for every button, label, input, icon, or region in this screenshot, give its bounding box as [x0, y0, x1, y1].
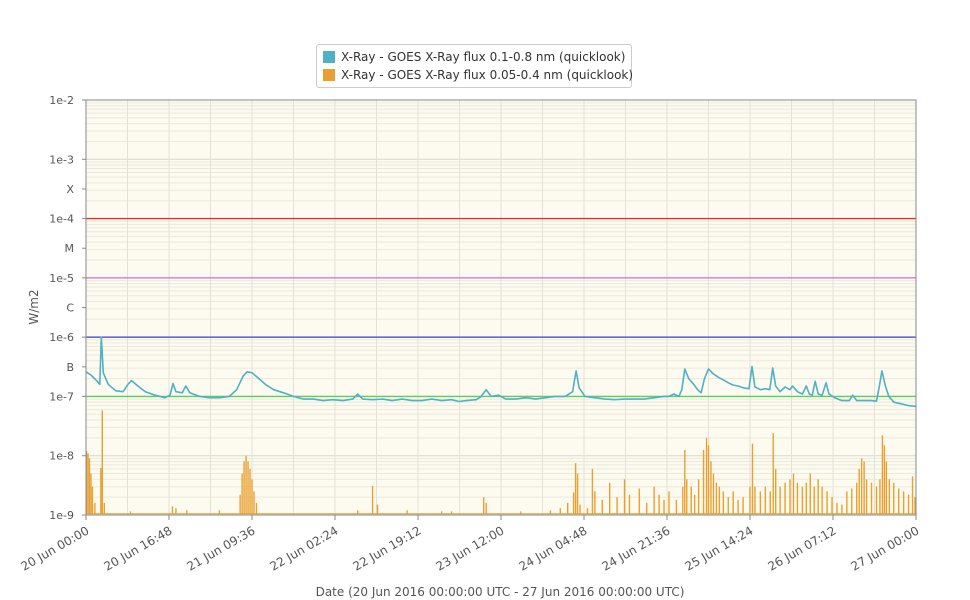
- x-tick-label: 26 Jun 07:12: [765, 523, 838, 573]
- y-tick-labels: 1e-2 1e-3 X 1e-4 M 1e-5 C 1e-6 B 1e-7 1e-8 1e-9: [49, 94, 86, 522]
- x-tick-label: 21 Jun 09:36: [184, 523, 257, 573]
- series-long-band-line: [85, 336, 917, 408]
- x-tick-label: 22 Jun 19:12: [350, 523, 423, 573]
- y-tick-label: 1e-7: [49, 390, 74, 403]
- x-tick-label: 27 Jun 00:00: [848, 523, 921, 573]
- y-tick-label: 1e-2: [49, 94, 74, 107]
- y-tick-label: B: [66, 361, 74, 374]
- legend-item-long-band[interactable]: X-Ray - GOES X-Ray flux 0.1-0.8 nm (quic…: [323, 48, 625, 66]
- x-tick-label: 20 Jun 00:00: [18, 523, 91, 573]
- x-tick-labels: 20 Jun 00:00 20 Jun 16:48 21 Jun 09:36 22 J…: [18, 515, 922, 574]
- grid-layer: [85, 99, 916, 516]
- y-tick-label: M: [65, 242, 75, 255]
- y-tick-label: 1e-5: [49, 272, 74, 285]
- y-tick-label: C: [66, 302, 74, 315]
- legend-swatch-short-band: [323, 69, 335, 81]
- x-tick-label: 24 Jun 04:48: [516, 523, 589, 573]
- legend-label-long-band: X-Ray - GOES X-Ray flux 0.1-0.8 nm (quic…: [341, 50, 626, 64]
- x-tick-label: 24 Jun 21:36: [599, 523, 672, 573]
- legend-label-short-band: X-Ray - GOES X-Ray flux 0.05-0.4 nm (qui…: [341, 68, 634, 82]
- legend-swatch-long-band: [323, 51, 335, 63]
- x-tick-label: 25 Jun 14:24: [682, 523, 755, 573]
- y-axis-label: W/m2: [27, 289, 41, 324]
- y-tick-label: 1e-3: [49, 153, 74, 166]
- y-tick-label: 1e-8: [49, 450, 74, 463]
- y-tick-label: 1e-6: [49, 331, 74, 344]
- x-tick-label: 22 Jun 02:24: [267, 523, 340, 573]
- x-axis-label: Date (20 Jun 2016 00:00:00 UTC - 27 Jun …: [316, 585, 685, 599]
- series-layer: [85, 336, 917, 515]
- y-tick-label: X: [66, 183, 74, 196]
- series-short-band: [85, 410, 916, 514]
- y-tick-label: 1e-9: [49, 509, 74, 522]
- legend: X-Ray - GOES X-Ray flux 0.1-0.8 nm (quic…: [316, 44, 633, 88]
- legend-item-short-band[interactable]: X-Ray - GOES X-Ray flux 0.05-0.4 nm (qui…: [323, 66, 633, 84]
- y-tick-label: 1e-4: [49, 213, 74, 226]
- x-tick-label: 23 Jun 12:00: [433, 523, 506, 573]
- x-tick-label: 20 Jun 16:48: [101, 523, 174, 573]
